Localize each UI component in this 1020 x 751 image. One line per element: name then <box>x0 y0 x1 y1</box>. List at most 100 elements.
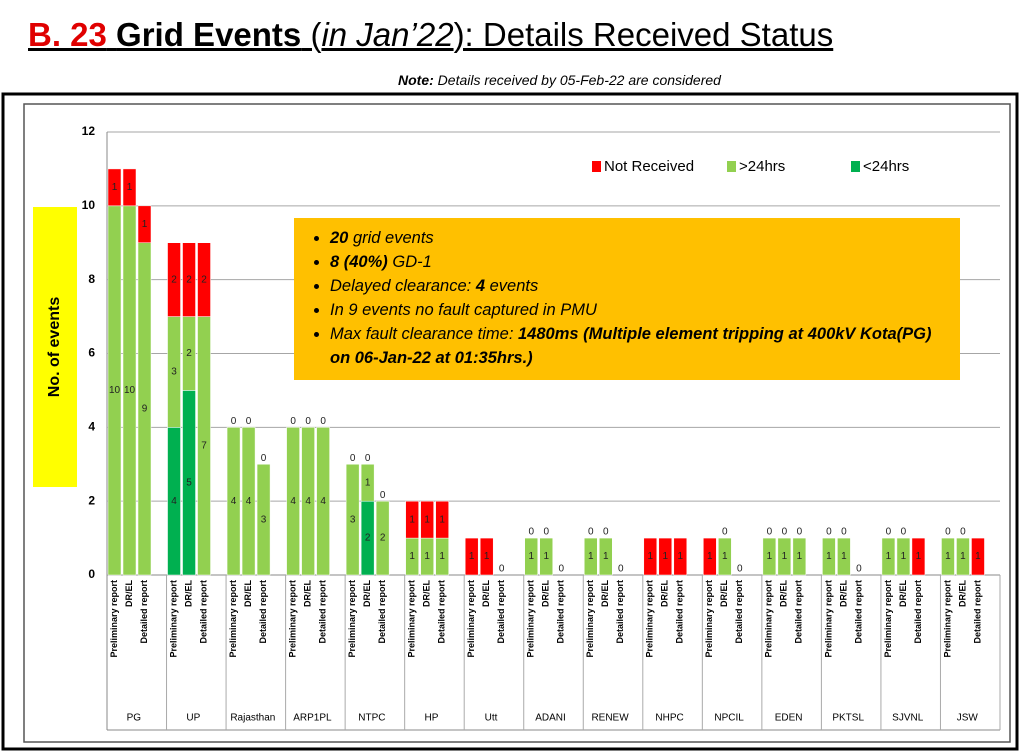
group-label: PKTSL <box>832 713 864 724</box>
bar-segment <box>777 537 792 576</box>
data-label: 0 <box>797 527 803 538</box>
data-label: 1 <box>678 551 684 562</box>
data-label: 0 <box>737 564 743 575</box>
x-tick-label: Detailed report <box>734 580 744 644</box>
data-label: 1 <box>409 514 415 525</box>
legend-label: >24hrs <box>739 158 785 175</box>
group-label: EDEN <box>775 713 803 724</box>
data-label: 1 <box>707 551 713 562</box>
x-tick-label: DR/EL <box>957 579 967 607</box>
data-label: 0 <box>841 527 847 538</box>
title-prefix: B. 23 <box>28 16 107 53</box>
bar-segment <box>762 537 777 576</box>
bar-segment <box>345 464 360 576</box>
data-label: 1 <box>528 551 534 562</box>
y-tick-label: 2 <box>88 493 95 507</box>
y-tick-label: 0 <box>88 567 95 581</box>
data-label: 1 <box>975 551 981 562</box>
annotation-item: 8 (40%) GD-1 <box>330 250 946 274</box>
x-tick-label: DR/EL <box>660 579 670 607</box>
group-label: ADANI <box>535 713 566 724</box>
data-label: 0 <box>558 564 564 575</box>
data-label: 1 <box>603 551 609 562</box>
x-tick-label: Detailed report <box>675 580 685 644</box>
annotation-text: 8 (40%) <box>330 253 388 271</box>
data-label: 0 <box>499 564 505 575</box>
x-tick-label: DR/EL <box>898 579 908 607</box>
bar-segment <box>673 537 688 576</box>
group-label: UP <box>186 713 200 724</box>
annotation-list: 20 grid events8 (40%) GD-1Delayed cleara… <box>308 226 946 370</box>
data-label: 0 <box>618 564 624 575</box>
x-tick-label: Detailed report <box>139 580 149 644</box>
x-tick-label: Preliminary report <box>764 580 774 658</box>
x-tick-label: Detailed report <box>496 580 506 644</box>
data-label: 1 <box>543 551 549 562</box>
bar-segment <box>703 537 717 576</box>
x-tick-label: Detailed report <box>377 580 387 644</box>
bar-segment <box>956 537 970 576</box>
bar-segment <box>226 427 241 576</box>
data-label: 0 <box>960 527 966 538</box>
data-label: 2 <box>201 274 207 285</box>
group-label: HP <box>425 713 439 724</box>
data-label: 0 <box>945 527 951 538</box>
bar-segment <box>911 537 926 576</box>
bar-segment <box>896 537 911 576</box>
x-tick-label: Detailed report <box>258 580 268 644</box>
legend-label: Not Received <box>604 158 694 175</box>
data-label: 0 <box>588 527 594 538</box>
bar-segment <box>107 168 122 207</box>
bar-segment <box>479 537 494 576</box>
bar-segment <box>435 500 449 539</box>
x-tick-label: DR/EL <box>124 579 134 607</box>
group-label: ARP1PL <box>293 713 332 724</box>
data-label: 0 <box>261 453 267 464</box>
data-label: 1 <box>945 551 951 562</box>
data-label: 1 <box>588 551 594 562</box>
x-tick-label: Preliminary report <box>883 580 893 658</box>
legend-swatch <box>727 161 736 172</box>
data-label: 0 <box>722 527 728 538</box>
x-tick-label: Preliminary report <box>526 580 536 658</box>
data-label: 2 <box>171 274 177 285</box>
group-label: Rajasthan <box>230 713 275 724</box>
x-tick-label: Preliminary report <box>585 580 595 658</box>
bar-segment <box>137 205 152 243</box>
y-tick-label: 12 <box>82 124 96 138</box>
data-label: 1 <box>439 514 445 525</box>
x-tick-label: Detailed report <box>913 580 923 644</box>
group-label: SJVNL <box>892 713 924 724</box>
bar-segment <box>584 537 598 576</box>
data-label: 2 <box>380 533 386 544</box>
data-label: 4 <box>305 496 311 507</box>
data-label: 0 <box>826 527 832 538</box>
data-label: 1 <box>112 182 118 193</box>
x-tick-label: DR/EL <box>302 579 312 607</box>
data-label: 0 <box>380 490 386 501</box>
group-label: Utt <box>485 713 498 724</box>
data-label: 0 <box>901 527 907 538</box>
bar-segment <box>718 537 732 576</box>
x-tick-label: Preliminary report <box>704 580 714 658</box>
bar-segment <box>122 168 137 207</box>
legend-swatch <box>851 161 860 172</box>
legend-label: <24hrs <box>863 158 909 175</box>
x-tick-label: DR/EL <box>541 579 551 607</box>
bar-segment <box>182 242 196 317</box>
y-axis-label: No. of events <box>46 297 63 398</box>
data-label: 1 <box>142 219 148 230</box>
data-label: 1 <box>648 551 654 562</box>
title-main: Grid Events <box>116 16 302 53</box>
group-label: NHPC <box>655 713 683 724</box>
outer-frame <box>1 92 1019 751</box>
group-label: RENEW <box>591 713 629 724</box>
annotation-item: In 9 events no fault captured in PMU <box>330 298 946 322</box>
x-tick-label: Detailed report <box>794 580 804 644</box>
data-label: 9 <box>142 404 148 415</box>
annotation-text: Delayed clearance: <box>330 277 476 295</box>
x-tick-label: Preliminary report <box>942 580 952 658</box>
x-tick-label: DR/EL <box>422 579 432 607</box>
bar-segment <box>539 537 553 576</box>
